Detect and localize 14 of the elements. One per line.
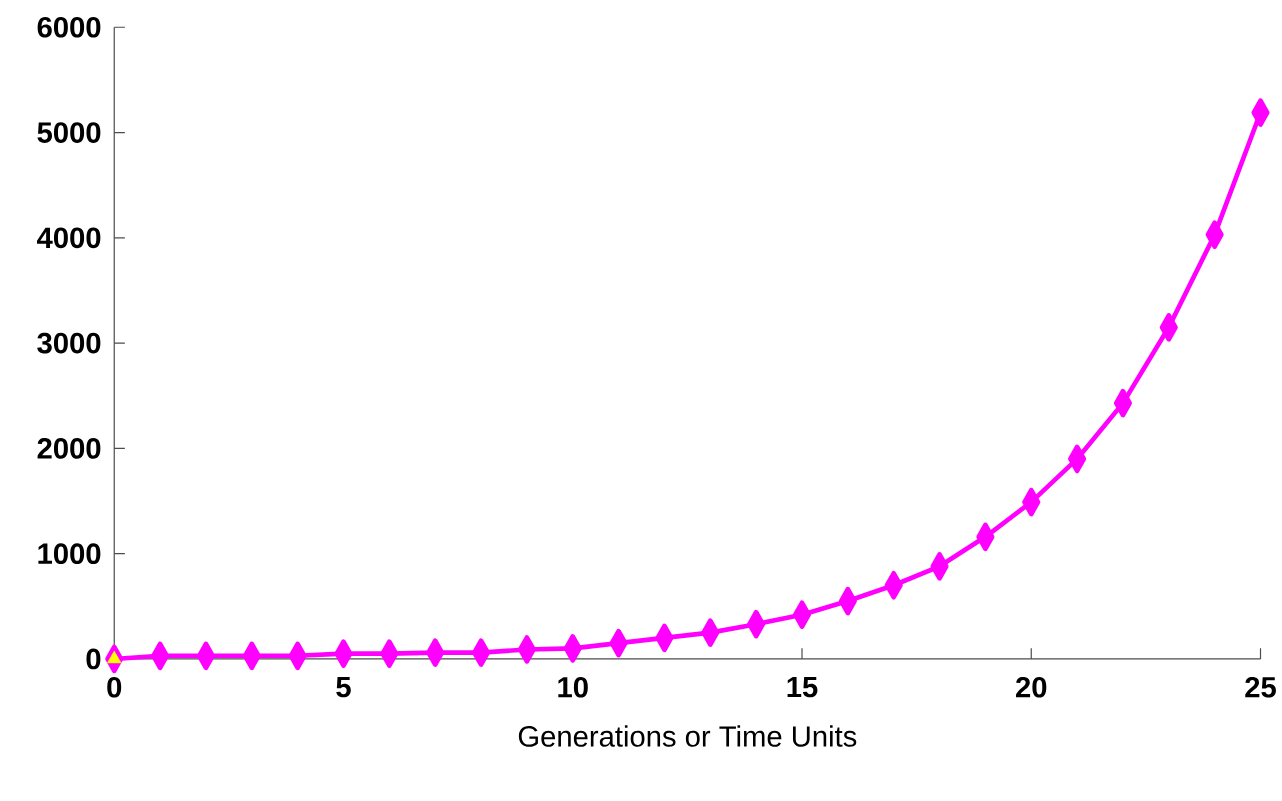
- y-tick-label: 2000: [37, 438, 101, 459]
- y-tick-label: 0: [86, 648, 101, 670]
- x-tick-label: 15: [787, 676, 818, 698]
- y-tick-label: 5000: [37, 122, 101, 143]
- x-tick-label: 0: [107, 676, 122, 698]
- y-tick-label: 3000: [37, 332, 101, 354]
- x-tick-label: 5: [336, 676, 351, 698]
- x-tick-label: 25: [1245, 676, 1276, 698]
- y-tick-label: 4000: [37, 227, 101, 249]
- y-tick-label: 1000: [38, 543, 101, 564]
- x-axis-title: Generations or Time Units: [518, 725, 857, 747]
- y-tick-label: 6000: [37, 16, 101, 38]
- x-tick-label: 10: [558, 676, 588, 698]
- x-tick-label: 20: [1016, 676, 1047, 698]
